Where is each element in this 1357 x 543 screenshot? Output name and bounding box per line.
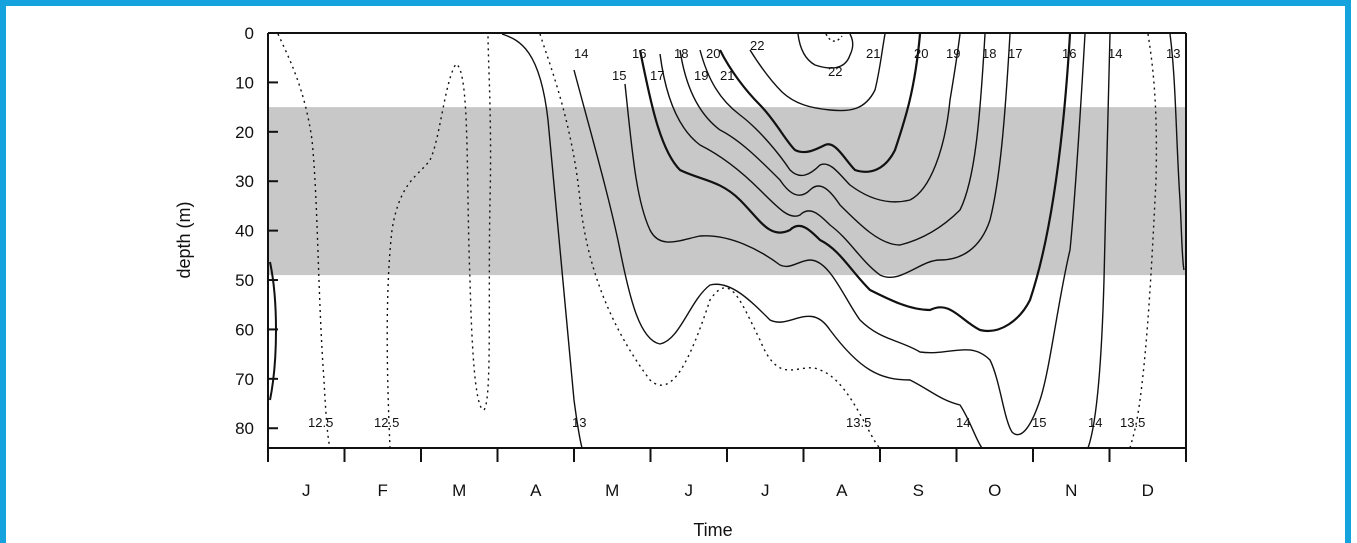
y-tick-label: 10 (235, 73, 254, 92)
x-month-label: A (836, 481, 848, 500)
contour-label-16b: 16 (1062, 46, 1076, 61)
contour-15 (624, 33, 1086, 436)
contour-label-14a: 14 (574, 46, 588, 61)
contour-label-21b: 21 (866, 46, 880, 61)
contour-label-14b: 14 (1108, 46, 1122, 61)
contour-22 (797, 33, 854, 69)
contour-label-12-5a: 12.5 (308, 415, 333, 430)
contour-label-22a: 22 (750, 38, 764, 53)
contour-12-5-jan (277, 33, 331, 449)
contour-16 (638, 33, 1072, 333)
contour-label-17b: 17 (1008, 46, 1022, 61)
x-month-label: D (1142, 481, 1154, 500)
y-axis-title: depth (m) (174, 201, 194, 278)
y-tick-label: 60 (235, 320, 254, 339)
x-axis-ticks (267, 448, 1187, 462)
contour-14-right (1087, 33, 1111, 449)
contour-label-18a: 18 (674, 46, 688, 61)
contour-label-12-5b: 12.5 (374, 415, 399, 430)
y-tick-label: 50 (235, 271, 254, 290)
y-tick-label: 80 (235, 419, 254, 438)
contour-21 (749, 33, 886, 112)
contour-label-17a: 17 (650, 68, 664, 83)
contour-label-20b: 20 (914, 46, 928, 61)
x-month-label: J (685, 481, 694, 500)
x-month-label: F (378, 481, 388, 500)
contour-17 (659, 33, 1011, 278)
contour-label-22b: 22 (828, 64, 842, 79)
contour-18 (679, 33, 986, 246)
y-tick-label: 20 (235, 123, 254, 142)
contour-label-19b: 19 (946, 46, 960, 61)
contour-label-15b: 15 (1032, 415, 1046, 430)
contour-label-13b: 13 (572, 415, 586, 430)
contour-13-solid (501, 33, 583, 449)
contour-label-14d: 14 (1088, 415, 1102, 430)
contour-19 (699, 33, 961, 203)
x-month-label: A (530, 481, 542, 500)
contour-label-16a: 16 (632, 46, 646, 61)
x-month-label: N (1065, 481, 1077, 500)
x-axis-title: Time (693, 520, 732, 540)
y-tick-label: 70 (235, 370, 254, 389)
contour-labels: 14 15 16 17 18 19 20 21 22 22 21 20 19 1… (308, 38, 1180, 430)
y-tick-label: 0 (245, 24, 254, 43)
contour-22-dotted (825, 33, 843, 42)
x-month-label: O (988, 481, 1001, 500)
contour-label-14c: 14 (956, 415, 970, 430)
shaded-depth-band (268, 107, 1186, 276)
y-tick-label: 40 (235, 222, 254, 241)
contour-label-20a: 20 (706, 46, 720, 61)
contour-label-13a: 13 (1166, 46, 1180, 61)
contour-13-5-right (1129, 33, 1158, 449)
contour-label-18b: 18 (982, 46, 996, 61)
x-month-label: M (605, 481, 619, 500)
y-axis-ticks: 0 10 20 30 40 50 60 70 80 (235, 24, 278, 438)
contour-lines (269, 33, 1185, 449)
y-tick-label: 30 (235, 172, 254, 191)
contour-label-15a: 15 (612, 68, 626, 83)
contour-label-21a: 21 (720, 68, 734, 83)
contour-label-19a: 19 (694, 68, 708, 83)
x-month-label: J (302, 481, 311, 500)
contour-20 (719, 33, 922, 173)
contour-right-edge (1169, 33, 1185, 271)
x-month-label: M (452, 481, 466, 500)
contour-label-13-5b: 13.5 (1120, 415, 1145, 430)
contour-label-13-5a: 13.5 (846, 415, 871, 430)
contour-14 (573, 69, 983, 449)
x-month-label: S (913, 481, 924, 500)
x-month-label: J (761, 481, 770, 500)
